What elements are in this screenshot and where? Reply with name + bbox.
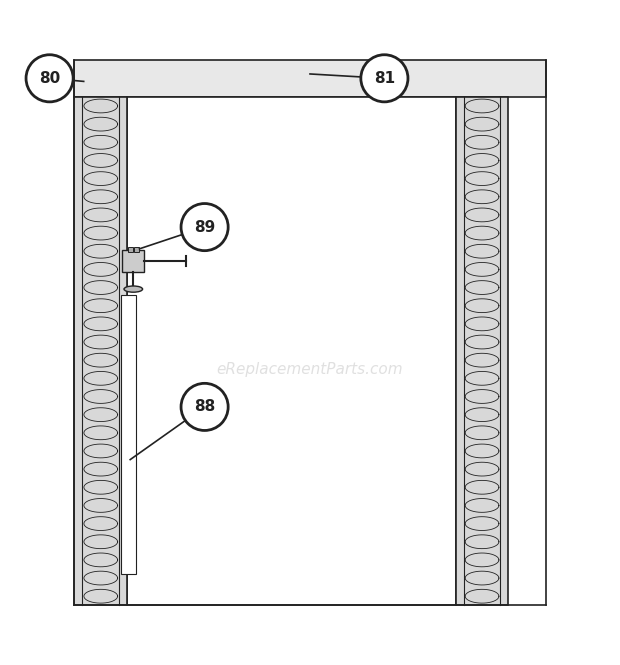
- Text: 89: 89: [194, 219, 215, 235]
- Bar: [127, 97, 456, 605]
- Circle shape: [361, 55, 408, 102]
- Bar: [74, 97, 127, 605]
- Bar: [74, 60, 546, 97]
- Text: eReplacementParts.com: eReplacementParts.com: [216, 362, 404, 377]
- Bar: [122, 250, 144, 273]
- Circle shape: [26, 55, 73, 102]
- Text: 80: 80: [39, 70, 60, 86]
- Bar: [121, 295, 136, 575]
- Text: 81: 81: [374, 70, 395, 86]
- Ellipse shape: [124, 286, 143, 292]
- Bar: [134, 247, 139, 252]
- Text: 88: 88: [194, 400, 215, 414]
- Bar: [128, 247, 133, 252]
- Circle shape: [181, 203, 228, 251]
- Bar: [456, 97, 508, 605]
- Circle shape: [181, 383, 228, 430]
